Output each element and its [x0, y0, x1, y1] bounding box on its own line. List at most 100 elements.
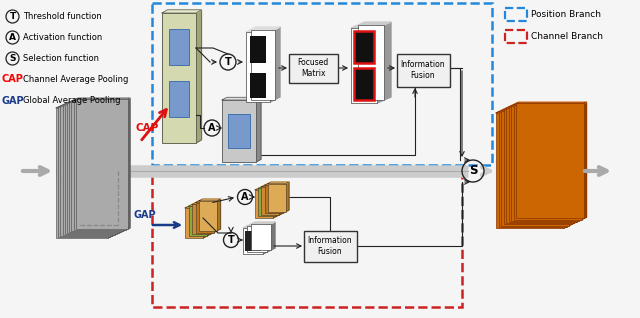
Polygon shape: [273, 188, 276, 218]
Polygon shape: [513, 103, 584, 105]
Bar: [264, 185, 283, 213]
Polygon shape: [251, 222, 275, 224]
Polygon shape: [261, 185, 283, 187]
Polygon shape: [69, 101, 124, 102]
Text: Focused
Matrix: Focused Matrix: [298, 58, 328, 78]
Bar: [72, 101, 124, 231]
Text: Activation function: Activation function: [23, 33, 102, 42]
Bar: [506, 108, 574, 223]
Polygon shape: [577, 106, 579, 222]
Polygon shape: [192, 203, 214, 204]
Bar: [56, 108, 108, 238]
Polygon shape: [195, 201, 217, 203]
Bar: [228, 114, 250, 148]
Polygon shape: [210, 203, 214, 234]
Bar: [504, 109, 572, 225]
Polygon shape: [60, 105, 115, 106]
Polygon shape: [267, 224, 271, 252]
Text: Selection function: Selection function: [23, 54, 99, 63]
Bar: [169, 80, 189, 117]
Text: T: T: [10, 12, 15, 21]
Polygon shape: [214, 201, 217, 232]
Text: CAP: CAP: [136, 123, 159, 133]
Bar: [354, 31, 374, 63]
Polygon shape: [119, 102, 121, 233]
Polygon shape: [113, 105, 115, 236]
Polygon shape: [74, 99, 128, 100]
Polygon shape: [569, 109, 572, 225]
Bar: [513, 105, 582, 220]
Bar: [509, 107, 577, 222]
Text: S: S: [468, 164, 477, 177]
Bar: [162, 13, 196, 143]
Polygon shape: [207, 204, 210, 236]
Polygon shape: [116, 103, 119, 234]
Bar: [247, 226, 267, 252]
Polygon shape: [72, 100, 125, 101]
Bar: [261, 187, 280, 215]
Bar: [251, 224, 271, 250]
Polygon shape: [203, 206, 207, 238]
Polygon shape: [499, 111, 569, 112]
Bar: [199, 201, 217, 231]
Bar: [195, 203, 214, 232]
Bar: [255, 190, 273, 218]
Polygon shape: [351, 25, 384, 28]
Bar: [60, 106, 113, 236]
Bar: [258, 188, 276, 217]
Polygon shape: [199, 199, 221, 201]
Bar: [58, 107, 110, 237]
Bar: [192, 204, 210, 234]
Polygon shape: [56, 107, 110, 108]
Polygon shape: [255, 188, 276, 190]
Polygon shape: [286, 182, 289, 211]
Polygon shape: [247, 224, 271, 226]
Polygon shape: [516, 102, 586, 103]
Polygon shape: [67, 102, 121, 103]
Polygon shape: [217, 199, 221, 231]
Text: A: A: [9, 33, 16, 42]
Polygon shape: [264, 183, 286, 185]
Polygon shape: [63, 104, 116, 105]
Polygon shape: [384, 22, 391, 100]
Polygon shape: [377, 25, 384, 103]
Polygon shape: [251, 27, 280, 30]
Text: Threshold function: Threshold function: [23, 12, 102, 21]
Bar: [189, 206, 207, 236]
Polygon shape: [280, 185, 283, 215]
Polygon shape: [110, 106, 113, 237]
Polygon shape: [128, 98, 130, 229]
Bar: [74, 100, 125, 230]
Polygon shape: [270, 30, 275, 102]
Bar: [63, 105, 115, 235]
Polygon shape: [125, 99, 128, 230]
Polygon shape: [222, 97, 261, 100]
Polygon shape: [108, 107, 110, 238]
Text: A: A: [208, 123, 216, 133]
Polygon shape: [76, 98, 130, 99]
Text: T: T: [228, 235, 234, 245]
Polygon shape: [258, 187, 280, 188]
Polygon shape: [58, 106, 113, 107]
Polygon shape: [263, 226, 267, 254]
Text: Information
Fusion: Information Fusion: [308, 236, 352, 256]
Bar: [358, 25, 384, 100]
Text: Channel Average Pooling: Channel Average Pooling: [23, 75, 129, 84]
Text: CAP: CAP: [1, 74, 24, 85]
Polygon shape: [185, 206, 207, 208]
Bar: [250, 36, 266, 63]
Polygon shape: [268, 182, 289, 183]
Bar: [222, 100, 256, 162]
Polygon shape: [501, 109, 572, 111]
Bar: [354, 68, 374, 100]
Text: GAP: GAP: [133, 210, 156, 220]
Polygon shape: [115, 104, 116, 235]
Polygon shape: [579, 105, 582, 221]
Polygon shape: [509, 106, 579, 107]
Polygon shape: [358, 22, 391, 25]
Polygon shape: [65, 103, 119, 104]
Bar: [251, 30, 275, 100]
Bar: [511, 106, 579, 221]
Bar: [246, 32, 270, 102]
Bar: [496, 113, 564, 228]
